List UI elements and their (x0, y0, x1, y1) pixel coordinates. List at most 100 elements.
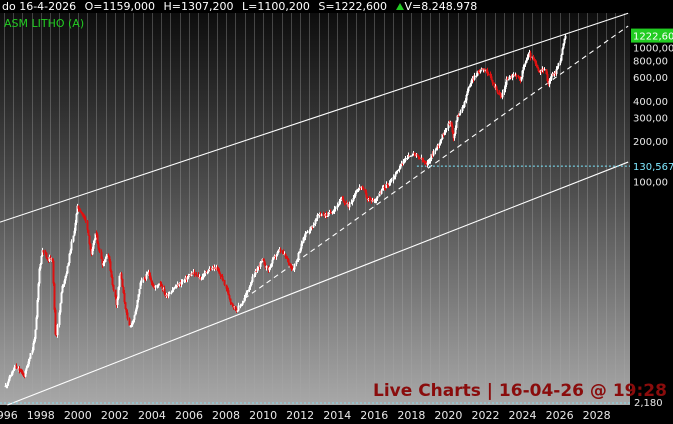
candle-body (78, 208, 81, 211)
candle-body (31, 350, 34, 354)
candle-body (231, 303, 234, 306)
candle-body (390, 180, 393, 182)
candle-body (175, 286, 178, 288)
candle-body (443, 132, 446, 135)
candle-body (193, 271, 196, 275)
candle-body (87, 229, 90, 236)
candle-body (251, 276, 254, 282)
candle-body (221, 276, 224, 280)
candle-body (244, 295, 247, 298)
candle-body (543, 69, 546, 71)
candle-body (407, 155, 410, 158)
x-tick-label: 2024 (509, 409, 537, 422)
candle-body (304, 233, 307, 238)
candle-body (429, 159, 432, 162)
candle-body (60, 292, 63, 304)
candle-body (525, 59, 528, 63)
candle-body (253, 274, 256, 277)
candle-body (94, 233, 97, 240)
candle-body (495, 86, 498, 90)
y-axis-background (630, 0, 673, 424)
candle-body (91, 248, 94, 255)
candle-body (111, 277, 114, 285)
candle-body (96, 234, 99, 244)
candle-body (170, 292, 173, 294)
candle-body (27, 361, 30, 367)
candle-body (426, 162, 429, 165)
x-tick-label: 2028 (583, 409, 611, 422)
candle-body (37, 283, 40, 300)
candle-body (548, 80, 551, 85)
candle-body (11, 370, 14, 375)
candle-body (402, 161, 405, 165)
x-tick-label: 2000 (64, 409, 92, 422)
candle-body (148, 272, 151, 276)
candle-body (107, 254, 110, 257)
candle-body (52, 260, 55, 284)
candle-body (130, 325, 133, 327)
candle-body (437, 145, 440, 147)
candle-body (417, 155, 420, 158)
candle-body (535, 63, 538, 66)
candle-body (385, 184, 388, 188)
candle-body (523, 64, 526, 67)
support-label: 130,567 (633, 162, 673, 173)
candle-body (34, 329, 37, 339)
candle-body (330, 212, 333, 214)
candle-body (256, 268, 259, 272)
candle-body (68, 253, 71, 264)
candle-body (219, 273, 222, 276)
candle-body (191, 273, 194, 275)
y-tick-label: 400,00 (633, 97, 668, 108)
candle-body (84, 217, 87, 221)
candle-body (286, 257, 289, 260)
candle-body (378, 192, 381, 197)
candle-body (293, 264, 296, 270)
candle-body (234, 306, 237, 310)
candle-body (223, 280, 226, 285)
candle-body (427, 161, 430, 163)
candle-body (260, 261, 263, 263)
candle-body (257, 266, 260, 269)
candle-body (464, 100, 467, 102)
candle-body (353, 195, 356, 198)
candle-body (388, 183, 391, 185)
candle-body (545, 69, 548, 75)
candle-body (58, 312, 61, 325)
candle-body (144, 278, 147, 280)
candle-body (395, 171, 398, 175)
candle-body (150, 279, 153, 283)
candle-body (200, 278, 203, 280)
candle-body (230, 302, 233, 304)
candle-body (225, 284, 228, 289)
candle-body (466, 91, 469, 95)
candle-body (421, 157, 424, 161)
candle-body (313, 224, 316, 226)
candle-body (153, 287, 156, 289)
x-tick-label: 2006 (175, 409, 203, 422)
candle-body (529, 52, 532, 58)
candle-body (332, 211, 335, 213)
candle-body (564, 35, 567, 39)
candle-body (8, 376, 11, 381)
y-tick-label: 1000,00 (633, 43, 673, 54)
candle-body (434, 150, 437, 152)
candle-body (325, 214, 328, 217)
y-tick-label: 200,00 (633, 137, 668, 148)
candle-body (397, 169, 400, 171)
candle-body (526, 57, 529, 60)
candle-body (350, 202, 353, 205)
candle-body (159, 283, 162, 285)
candle-body (479, 70, 482, 73)
candle-body (453, 133, 456, 139)
candle-body (406, 157, 409, 159)
candle-body (492, 82, 495, 84)
candle-body (114, 289, 117, 297)
candle-body (125, 308, 128, 313)
candle-body (297, 252, 300, 260)
candle-body (508, 76, 511, 80)
candle-body (423, 161, 426, 163)
candle-body (26, 366, 29, 368)
